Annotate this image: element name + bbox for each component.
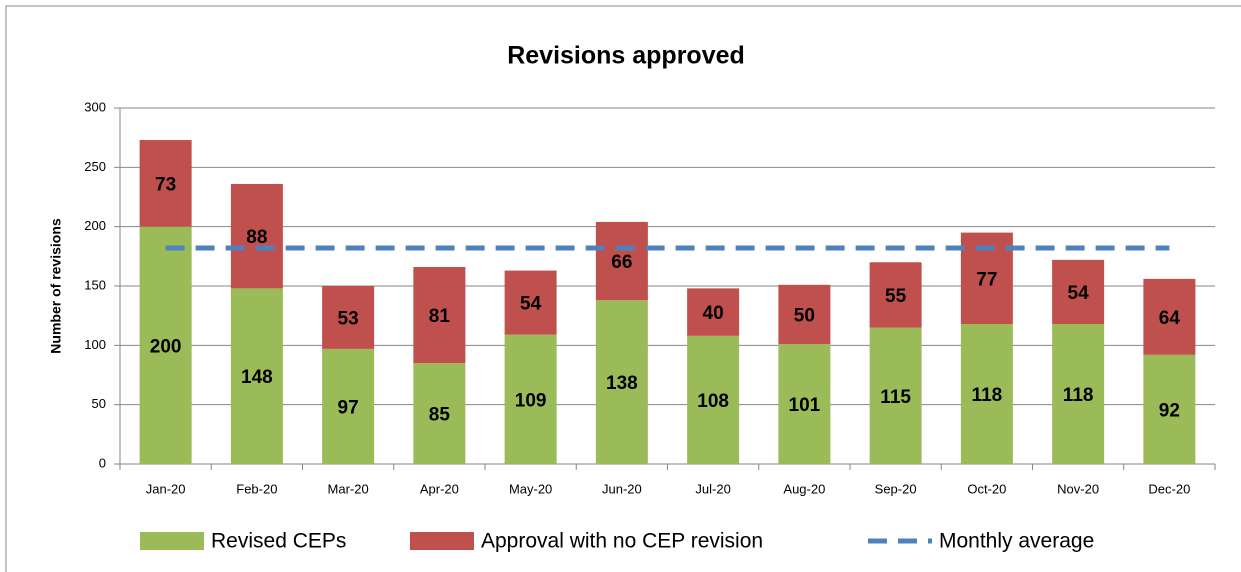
data-label: 40 xyxy=(703,303,724,324)
chart-border xyxy=(5,5,1241,572)
data-label: 88 xyxy=(246,227,267,248)
bar-segment xyxy=(230,288,283,464)
data-label: 97 xyxy=(338,397,359,418)
bar-segment xyxy=(322,348,375,464)
x-tick-label: Aug-20 xyxy=(783,481,825,496)
data-label: 148 xyxy=(241,367,273,388)
y-tick-label: 150 xyxy=(84,277,106,292)
y-tick-label: 100 xyxy=(84,337,106,352)
bar-segment xyxy=(687,335,740,464)
y-tick-label: 0 xyxy=(99,455,106,470)
bar-segment xyxy=(322,286,375,349)
bar-segment xyxy=(778,344,831,464)
data-label: 101 xyxy=(789,395,821,416)
bar-segment xyxy=(869,327,922,464)
data-label: 118 xyxy=(1063,385,1094,406)
bar-segment xyxy=(1143,278,1196,355)
bar-segment xyxy=(960,323,1013,464)
legend-label: Revised CEPs xyxy=(211,530,346,553)
x-tick-label: Mar-20 xyxy=(328,481,369,496)
data-label: 53 xyxy=(338,308,359,329)
legend-label: Approval with no CEP revision xyxy=(481,530,763,553)
data-label: 92 xyxy=(1159,400,1180,421)
legend-swatch xyxy=(140,532,204,550)
bar-segment xyxy=(869,262,922,328)
data-label: 64 xyxy=(1159,308,1181,329)
bar-segment xyxy=(1052,323,1105,464)
data-label: 54 xyxy=(1068,283,1090,304)
x-tick-label: Jan-20 xyxy=(146,481,186,496)
bar-segment xyxy=(139,140,192,227)
data-label: 73 xyxy=(155,174,176,195)
x-tick-label: Nov-20 xyxy=(1057,481,1099,496)
bar-segment xyxy=(504,270,557,335)
x-tick-label: Dec-20 xyxy=(1148,481,1190,496)
x-tick-label: Oct-20 xyxy=(967,481,1006,496)
x-tick-label: May-20 xyxy=(509,481,552,496)
chart-title: Revisions approved xyxy=(507,42,745,70)
bar-segment xyxy=(595,300,648,464)
bar-segment xyxy=(139,226,192,464)
legend-label: Monthly average xyxy=(939,530,1094,553)
data-label: 50 xyxy=(794,305,815,326)
x-tick-label: Jun-20 xyxy=(602,481,642,496)
bar-segment xyxy=(504,334,557,464)
bar-segment xyxy=(1052,259,1105,324)
x-tick-label: Apr-20 xyxy=(420,481,459,496)
y-tick-label: 200 xyxy=(84,218,106,233)
bar-segment xyxy=(778,284,831,345)
bar-segment xyxy=(687,288,740,336)
bar-segment xyxy=(413,363,466,464)
data-label: 77 xyxy=(976,269,997,290)
y-tick-label: 50 xyxy=(92,396,106,411)
data-label: 54 xyxy=(520,294,542,315)
x-tick-label: Sep-20 xyxy=(875,481,917,496)
data-label: 85 xyxy=(429,405,451,426)
bar-segment xyxy=(595,221,648,301)
data-label: 138 xyxy=(606,373,638,394)
y-tick-label: 300 xyxy=(84,99,106,114)
data-label: 200 xyxy=(150,336,182,357)
data-label: 118 xyxy=(972,385,1003,406)
data-label: 115 xyxy=(880,387,911,408)
data-label: 109 xyxy=(515,390,547,411)
bar-segment xyxy=(413,267,466,364)
legend-swatch xyxy=(410,532,474,550)
x-tick-label: Jul-20 xyxy=(695,481,730,496)
data-label: 66 xyxy=(611,252,632,273)
bar-segment xyxy=(230,183,283,289)
data-label: 108 xyxy=(697,391,729,412)
data-label: 81 xyxy=(429,306,451,327)
y-tick-label: 250 xyxy=(84,159,106,174)
x-tick-label: Feb-20 xyxy=(236,481,277,496)
data-label: 55 xyxy=(885,286,907,307)
bar-segment xyxy=(1143,354,1196,464)
y-axis-title: Number of revisions xyxy=(48,218,64,354)
